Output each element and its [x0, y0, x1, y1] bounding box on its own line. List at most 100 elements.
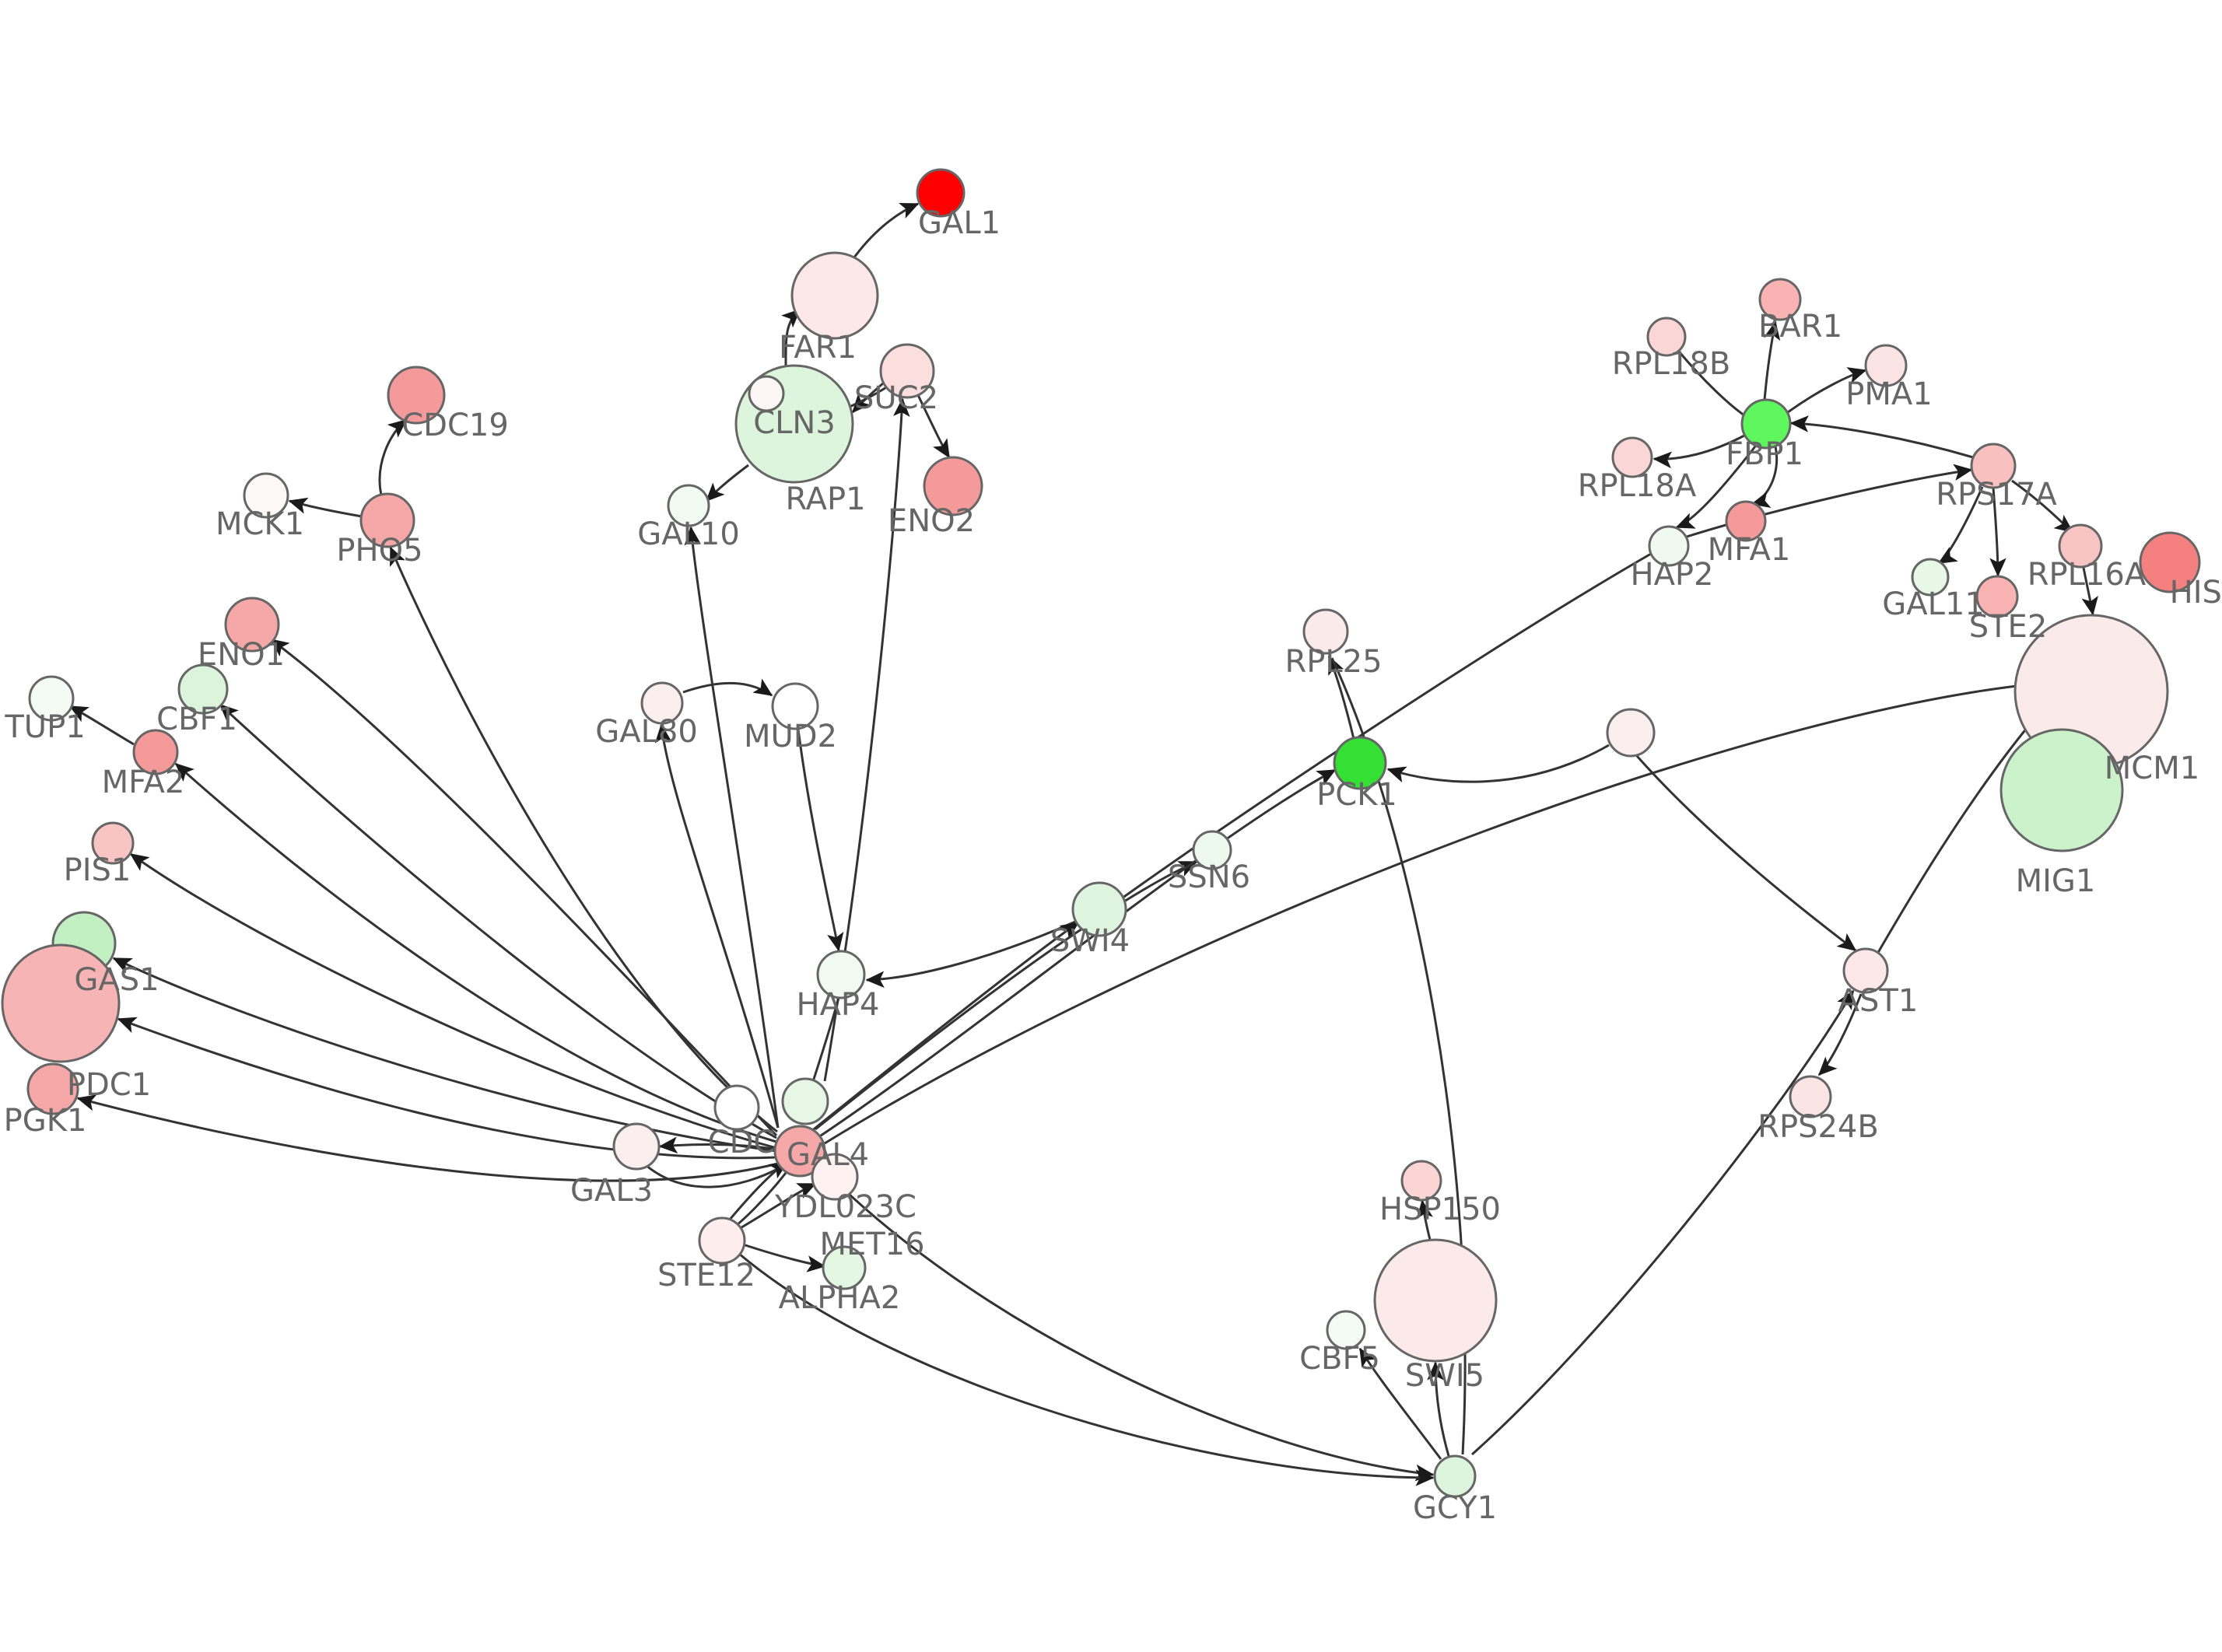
node-hap2[interactable] — [1648, 525, 1690, 567]
node-rps17a[interactable] — [1970, 443, 2017, 489]
node-pma1[interactable] — [1864, 344, 1908, 387]
node-pck1[interactable] — [1333, 736, 1387, 790]
edge-mud2-to-hap4 — [797, 729, 844, 952]
node-eno1[interactable] — [224, 597, 280, 653]
node-label-eno1: ENO1 — [198, 637, 285, 673]
node-gcy1[interactable] — [1433, 1454, 1477, 1498]
node-gal4[interactable] — [773, 1125, 826, 1178]
node-gal80[interactable] — [640, 681, 684, 725]
node-tup1[interactable] — [28, 675, 75, 722]
node-mig1[interactable] — [1999, 728, 2124, 852]
node-hsp150[interactable] — [1400, 1160, 1442, 1202]
node-label-mud2: MUD2 — [744, 719, 837, 754]
edge-gal80-to-mud2 — [682, 678, 773, 697]
node-label-tup1: TUP1 — [4, 709, 85, 745]
node-hap4[interactable] — [816, 950, 866, 999]
edge-gal4-to-pck1 — [818, 768, 1337, 1139]
node-rpl25[interactable] — [1302, 608, 1349, 655]
edge-pho5-to-cdc19 — [378, 418, 408, 495]
node-label-mcm1: MCM1 — [2105, 751, 2199, 786]
edge-pck1-to-rpl25 — [1327, 655, 1355, 740]
node-gal1[interactable] — [916, 168, 966, 218]
edge-gal4-to-eno1 — [269, 638, 778, 1137]
node-label-mfa2: MFA2 — [102, 765, 185, 800]
node-label-fbp1: FBP1 — [1726, 436, 1803, 472]
node-ydl023c[interactable] — [811, 1153, 859, 1201]
edge-swi5-to-hsp150 — [1416, 1199, 1433, 1241]
node-mfa1[interactable] — [1725, 500, 1767, 542]
node-eno2[interactable] — [923, 456, 983, 516]
node-label-gal10: GAL10 — [637, 516, 740, 552]
edges-layer — [68, 202, 2098, 1486]
node-his4[interactable] — [2139, 531, 2201, 593]
node-swi4[interactable] — [1071, 881, 1127, 937]
node-pgk1[interactable] — [26, 1062, 79, 1115]
node-rpl16a[interactable] — [2058, 523, 2103, 569]
edge-ste12-to-alpha2 — [742, 1243, 826, 1272]
node-label-pma1: PMA1 — [1845, 376, 1932, 412]
node-hap4_green[interactable] — [781, 1077, 829, 1125]
node-ste12[interactable] — [698, 1216, 746, 1265]
edge-rpl16a-to-mcm1 — [2081, 567, 2098, 616]
node-rps24b[interactable] — [1789, 1075, 1832, 1118]
node-label-gal1: GAL1 — [918, 205, 1001, 241]
node-gal11[interactable] — [1911, 558, 1950, 597]
node-label-rps24b: RPS24B — [1758, 1109, 1879, 1145]
node-cln3_inner[interactable] — [748, 375, 785, 412]
node-mck1[interactable] — [243, 472, 289, 519]
node-mud2[interactable] — [771, 682, 819, 730]
node-label-gal11: GAL11 — [1882, 586, 1985, 622]
node-ast1[interactable] — [1842, 947, 1889, 994]
node-label-cln3: CLN3 — [753, 405, 836, 441]
node-cbf1[interactable] — [177, 663, 229, 715]
node-label-rap1: RAP1 — [785, 481, 865, 517]
node-label-swi5: SWI5 — [1405, 1358, 1484, 1394]
edge-pck1_src-to-pck1 — [1386, 744, 1610, 783]
edge-ast1-to-rps24b — [1817, 993, 1863, 1076]
node-far1[interactable] — [790, 251, 879, 340]
edge-ste12-to-ydl023c — [738, 1182, 817, 1230]
node-pis1[interactable] — [91, 821, 135, 865]
node-gal10[interactable] — [667, 484, 710, 527]
node-pdc1[interactable] — [1, 943, 121, 1063]
node-label-gas1: GAS1 — [74, 962, 159, 998]
node-label-swi4: SWI4 — [1050, 923, 1130, 959]
edge-gal4-to-gas1 — [112, 957, 777, 1153]
node-label-pck1: PCK1 — [1316, 777, 1397, 813]
edge-gal4-to-pdc1 — [117, 1017, 777, 1160]
edge-hap2-to-rps17a — [1686, 464, 1973, 538]
node-pho5[interactable] — [359, 492, 415, 548]
node-gal3[interactable] — [612, 1122, 661, 1171]
node-label-pdc1: PDC1 — [67, 1067, 151, 1103]
nodes-layer — [1, 168, 2201, 1498]
node-suc2[interactable] — [879, 343, 935, 399]
edge-gal4-to-cbf1 — [219, 703, 777, 1139]
node-label-mig1: MIG1 — [2016, 863, 2096, 899]
node-label-gal4: GAL4 — [787, 1137, 869, 1173]
node-bar1[interactable] — [1758, 278, 1802, 321]
edge-gal4-to-swi4 — [810, 921, 1080, 1133]
node-cdc19[interactable] — [387, 366, 446, 425]
node-alpha2[interactable] — [822, 1245, 867, 1290]
node-label-rpl16a: RPL16A — [2027, 557, 2147, 593]
node-label-his4: HIS4 — [2170, 575, 2222, 611]
node-fbp1[interactable] — [1740, 398, 1792, 450]
edge-mfa2-to-tup1 — [68, 705, 135, 746]
edge-gal4-to-pis1 — [129, 852, 777, 1150]
node-mfa2[interactable] — [132, 729, 179, 775]
node-ste2[interactable] — [1975, 575, 2019, 618]
edge-gcy1-to-cbf5 — [1358, 1347, 1442, 1460]
node-ssn6[interactable] — [1192, 830, 1232, 870]
node-rpl18b[interactable] — [1646, 317, 1687, 357]
edge-mcm1-to-ast1 — [1875, 723, 2032, 956]
edge-gal4-to-gcy1 — [819, 1165, 1435, 1482]
node-pck1_src[interactable] — [1606, 708, 1656, 758]
edge-gal4-to-pgk1 — [76, 1094, 779, 1182]
node-rpl18a[interactable] — [1611, 436, 1653, 478]
node-label-met16: MET16 — [819, 1227, 924, 1262]
node-cbf5[interactable] — [1326, 1310, 1366, 1350]
node-swi5[interactable] — [1373, 1238, 1498, 1363]
node-label-pho5: PHO5 — [336, 533, 422, 569]
node-cdc[interactable] — [713, 1084, 760, 1131]
